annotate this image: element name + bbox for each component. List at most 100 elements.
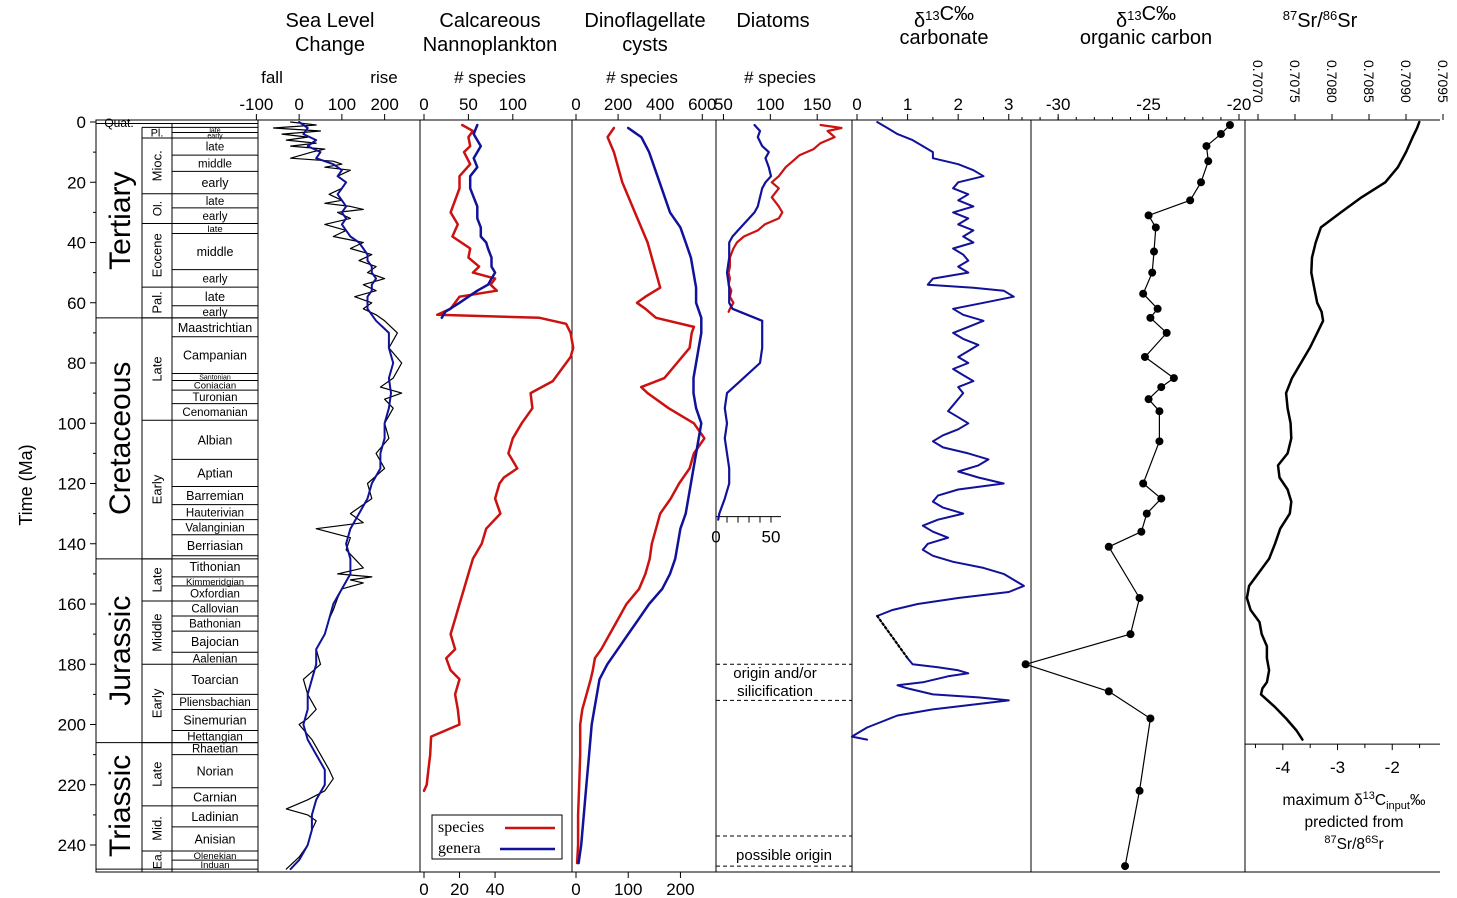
period-label: Jurassic — [104, 596, 137, 706]
stage-label: late — [206, 142, 225, 154]
sea-tick-label: 200 — [370, 95, 398, 114]
stage-label: Induan — [200, 860, 229, 871]
diatom-tick-label: 150 — [803, 95, 831, 114]
carb-series-0 — [876, 121, 1025, 617]
sr-btick-label: -3 — [1330, 758, 1345, 777]
dino-btick-label: 0 — [571, 880, 580, 898]
epoch-label: Mioc. — [150, 150, 165, 181]
carb-series-2 — [850, 657, 1010, 741]
org-data-point — [1137, 527, 1146, 536]
stage-label: Bathonian — [189, 619, 241, 631]
org-data-point — [1202, 142, 1211, 151]
legend: species genera — [431, 814, 563, 860]
stage-label: Hauterivian — [186, 507, 244, 519]
org-data-point — [1135, 593, 1144, 602]
dino-series-species — [575, 126, 706, 865]
diatom-series-species — [727, 123, 843, 313]
sr-series — [1245, 120, 1421, 741]
org-data-point — [1169, 374, 1178, 383]
y-tick-label: 180 — [58, 655, 86, 674]
org-data-point — [1121, 862, 1130, 871]
stage-label: middle — [197, 245, 234, 259]
stage-label: Valanginian — [185, 522, 244, 534]
diatom-tick-label: 50 — [714, 95, 733, 114]
diatom-btick-label: 0 — [711, 528, 720, 547]
epoch-label: Late — [150, 567, 165, 592]
y-tick-label: 140 — [58, 535, 86, 554]
diatom-btick-label: 50 — [762, 528, 781, 547]
epoch-label: Early — [150, 688, 165, 718]
nanno-tick-label: 50 — [459, 95, 478, 114]
stage-label: Kimmeridgian — [186, 577, 244, 588]
epoch-label: Late — [150, 762, 165, 787]
nanno-xlabel: # species — [454, 68, 526, 87]
diatom-series-genera-dotted — [731, 307, 764, 322]
sr-tick-label: 0.7075 — [1287, 60, 1303, 103]
nanno-btick-label: 20 — [450, 880, 469, 898]
org-data-point — [1186, 196, 1195, 205]
stage-label: Santonian — [199, 375, 231, 382]
stage-label: middle — [198, 158, 232, 170]
nanno-tick-label: 0 — [419, 95, 428, 114]
sea-tick-label: -100 — [239, 95, 273, 114]
org-data-point — [1142, 509, 1151, 518]
epoch-label: Pl. — [151, 128, 164, 140]
carb-tick-label: 3 — [1004, 95, 1013, 114]
nanno-btick-label: 0 — [419, 880, 428, 898]
stage-label: Cenomanian — [182, 407, 247, 419]
y-axis-label: Time (Ma) — [16, 444, 36, 525]
sr-tick-label: 0.7080 — [1324, 60, 1340, 103]
org-data-point — [1157, 383, 1166, 392]
stage-label: Maastrichtian — [178, 321, 252, 335]
y-tick-label: 100 — [58, 414, 86, 433]
title-dino: Dinoflagellate cysts — [584, 10, 705, 56]
stage-label: Albian — [198, 433, 233, 447]
dino-tick-label: 0 — [571, 95, 580, 114]
dino-xlabel: # species — [606, 68, 678, 87]
epoch-label: Early — [150, 474, 165, 504]
stage-label: late — [209, 128, 220, 135]
sea-tick-label: 100 — [328, 95, 356, 114]
diatom-tick-label: 100 — [756, 95, 784, 114]
title-nanno: Calcareous Nannoplankton — [423, 10, 558, 56]
nanno-btick-label: 40 — [486, 880, 505, 898]
title-d13c-org: δ13C‰ organic carbon — [1080, 3, 1212, 49]
epoch-label: Ol. — [150, 201, 164, 216]
org-data-point — [1144, 395, 1153, 404]
org-tick-label: -25 — [1136, 95, 1161, 114]
sr-btick-label: -4 — [1275, 758, 1290, 777]
org-data-point — [1216, 130, 1225, 139]
stage-label: early — [201, 176, 229, 190]
legend-genera-label: genera — [438, 840, 481, 857]
org-data-point — [1197, 178, 1206, 187]
stage-label: Turonian — [193, 392, 238, 404]
carb-tick-label: 2 — [953, 95, 962, 114]
org-data-point — [1155, 437, 1164, 446]
title-sea-level: Sea Level Change — [286, 10, 375, 56]
org-data-point — [1140, 352, 1149, 361]
period-label: Triassic — [104, 755, 137, 857]
org-data-point — [1139, 479, 1148, 488]
legend-species-label: species — [438, 819, 484, 836]
sr-bottom-label-2: predicted from — [1304, 814, 1403, 831]
carb-series-1 — [876, 614, 909, 660]
title-diatoms: Diatoms — [736, 10, 809, 32]
y-tick-label: 200 — [58, 716, 86, 735]
nanno-series-species — [422, 123, 575, 793]
stage-label: Tithonian — [190, 560, 241, 574]
stage-label: Sinemurian — [183, 713, 246, 727]
stage-label: early — [207, 133, 223, 140]
dino-tick-label: 400 — [646, 95, 674, 114]
title-d13c-carb: δ13C‰ carbonate — [900, 3, 989, 49]
title-sr: 87Sr/86Sr — [1283, 8, 1358, 32]
stage-label: Pliensbachian — [179, 697, 251, 709]
org-data-point — [1135, 786, 1144, 795]
nanno-tick-label: 100 — [499, 95, 527, 114]
stage-label: Callovian — [191, 604, 238, 616]
sea-series-black — [272, 121, 403, 870]
dino-btick-label: 100 — [614, 880, 642, 898]
sr-tick-label: 0.7085 — [1361, 60, 1377, 103]
org-data-point — [1155, 407, 1164, 416]
stage-label: Olenekian — [194, 851, 237, 862]
